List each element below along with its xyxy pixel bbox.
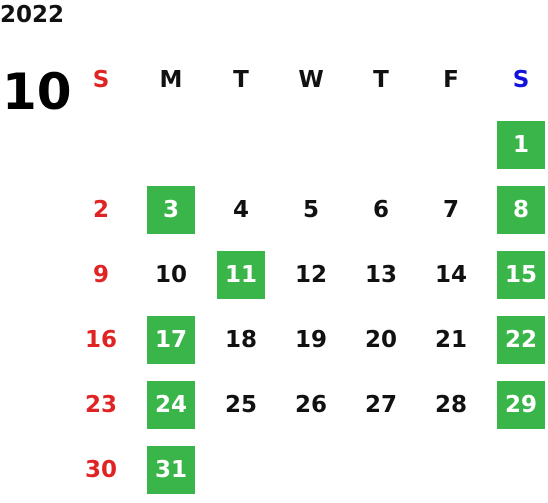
highlighted-day: 15: [497, 251, 545, 299]
day: 27: [364, 392, 397, 418]
day: 23: [84, 392, 117, 418]
highlighted-day: 17: [147, 316, 195, 364]
weekday-header: T: [373, 67, 389, 93]
highlighted-day: 22: [497, 316, 545, 364]
weekday-header: S: [92, 67, 110, 93]
highlighted-day: 24: [147, 381, 195, 429]
day: 14: [434, 262, 467, 288]
day: 5: [302, 197, 319, 223]
day: 18: [224, 327, 257, 353]
highlighted-day: 29: [497, 381, 545, 429]
weekday-header: M: [159, 67, 183, 93]
weekday-header: T: [233, 67, 249, 93]
highlighted-day: 8: [497, 186, 545, 234]
day: 9: [92, 262, 109, 288]
day: 12: [294, 262, 327, 288]
day: 26: [294, 392, 327, 418]
day: 16: [84, 327, 117, 353]
day: 28: [434, 392, 467, 418]
day: 6: [372, 197, 389, 223]
weekday-header: F: [443, 67, 459, 93]
day: 10: [154, 262, 187, 288]
highlighted-day: 31: [147, 446, 195, 494]
year: 2022: [0, 2, 65, 28]
day: 30: [84, 457, 117, 483]
day: 21: [434, 327, 467, 353]
highlighted-day: 11: [217, 251, 265, 299]
day: 13: [364, 262, 397, 288]
day: 4: [232, 197, 249, 223]
day: 19: [294, 327, 327, 353]
highlighted-day: 3: [147, 186, 195, 234]
day: 2: [92, 197, 109, 223]
day: 20: [364, 327, 397, 353]
weekday-header: S: [512, 67, 530, 93]
weekday-header: W: [298, 67, 324, 93]
day: 25: [224, 392, 257, 418]
month: 10: [2, 63, 72, 121]
day: 7: [442, 197, 459, 223]
highlighted-day: 1: [497, 121, 545, 169]
